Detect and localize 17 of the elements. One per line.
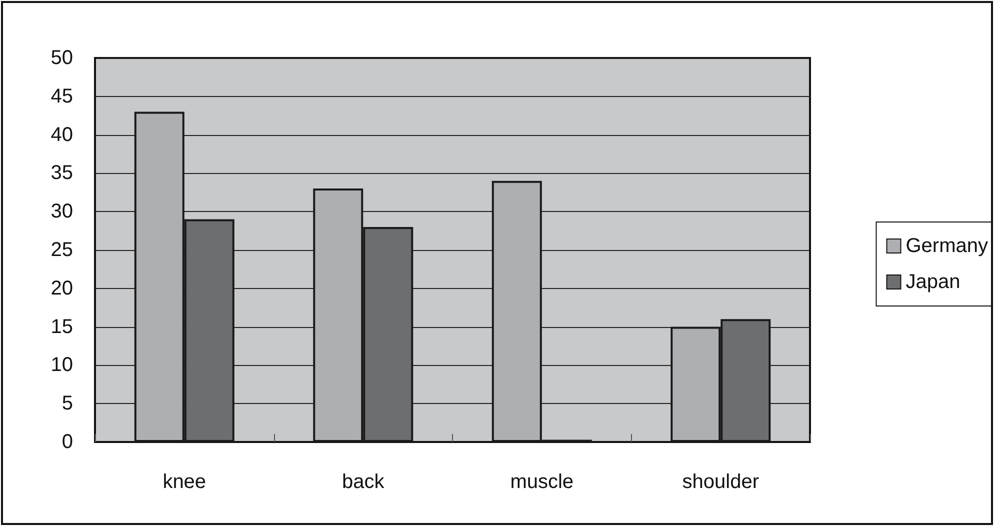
- legend-label: Germany: [906, 235, 988, 257]
- y-tick-label: 35: [50, 162, 73, 184]
- y-tick-label: 20: [50, 277, 73, 300]
- y-tick-label: 25: [50, 239, 73, 261]
- x-tick-label: muscle: [510, 471, 574, 493]
- y-tick-label: 0: [62, 431, 73, 453]
- y-tick-label: 5: [62, 392, 73, 415]
- y-tick-label: 10: [50, 354, 73, 376]
- x-tick-label: shoulder: [682, 471, 760, 493]
- y-tick-label: 40: [50, 124, 73, 146]
- y-tick-label: 50: [50, 47, 73, 69]
- legend-label: Japan: [906, 271, 960, 293]
- x-tick-label: knee: [162, 471, 206, 493]
- x-tick-label: back: [342, 471, 386, 493]
- y-tick-label: 45: [50, 85, 73, 108]
- y-tick-label: 30: [50, 200, 73, 223]
- y-tick-label: 15: [50, 316, 73, 338]
